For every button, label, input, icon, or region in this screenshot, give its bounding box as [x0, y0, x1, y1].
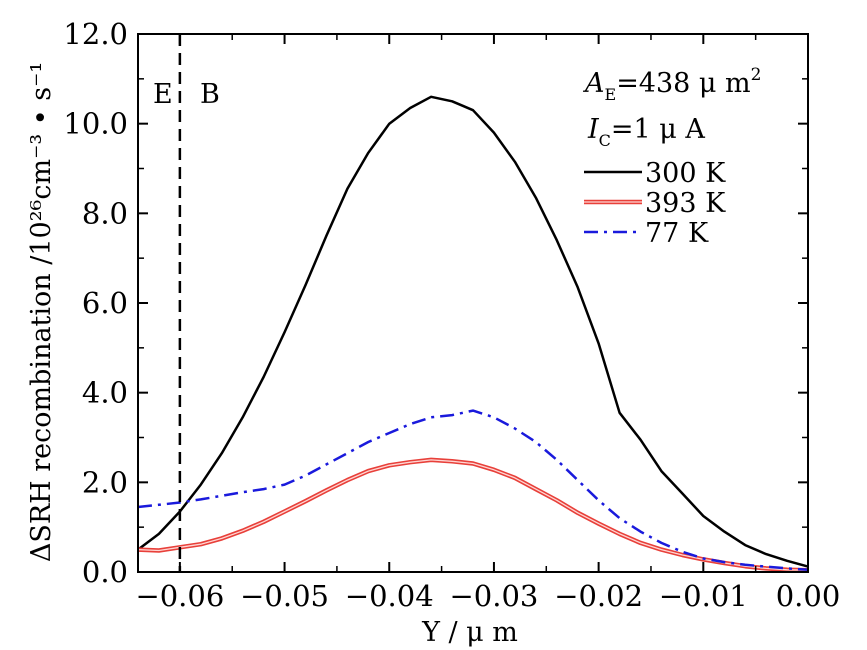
area-superscript: 2 — [751, 65, 762, 85]
base-label: B — [200, 79, 220, 110]
series-line-inner-1 — [137, 459, 809, 571]
x-tick-label: −0.02 — [554, 579, 643, 613]
x-tick-label: −0.06 — [135, 579, 224, 613]
y-tick-label: 10.0 — [63, 107, 128, 141]
y-tick-label: 8.0 — [82, 196, 128, 230]
area-prefix: A — [582, 68, 605, 99]
area-value: =438 μ m — [616, 68, 750, 99]
series-line-0 — [137, 95, 809, 568]
y-tick-label: 0.0 — [82, 555, 128, 589]
series-line-2 — [137, 409, 809, 572]
legend-label: 77 K — [645, 218, 709, 249]
y-tick-labels: 0.0 2.0 4.0 6.0 8.0 10.0 12.0 — [63, 17, 128, 589]
y-tick-label: 6.0 — [82, 286, 128, 320]
x-tick-label: −0.01 — [659, 579, 748, 613]
x-axis-label: Y / μ m — [421, 617, 518, 648]
current-subscript: C — [599, 131, 611, 150]
collector-current-annotation: IC=1 μ A — [587, 114, 705, 150]
x-tick-label: −0.04 — [345, 579, 434, 613]
tick-marks — [138, 33, 809, 573]
x-axis-label-text: Y / μ m — [421, 617, 518, 648]
plot-area — [137, 95, 809, 573]
current-value: =1 μ A — [611, 114, 706, 145]
emitter-area-annotation: AE=438 μ m2 — [582, 65, 762, 104]
area-subscript: E — [605, 85, 617, 104]
series-line-1 — [137, 457, 809, 573]
y-tick-label: 4.0 — [82, 376, 128, 410]
legend-label: 393 K — [645, 188, 726, 219]
legend-label: 300 K — [645, 158, 726, 189]
y-tick-label: 2.0 — [82, 465, 128, 499]
x-tick-label: 0.00 — [776, 579, 841, 613]
plot-frame — [137, 33, 809, 573]
x-tick-labels: −0.06 −0.05 −0.04 −0.03 −0.02 −0.01 0.00 — [135, 579, 840, 613]
current-prefix: I — [587, 114, 600, 145]
x-tick-label: −0.03 — [450, 579, 539, 613]
y-axis-label-text: ΔSRH recombination /10²⁶cm⁻³ • s⁻¹ — [26, 62, 57, 562]
x-tick-label: −0.05 — [240, 579, 329, 613]
y-tick-label: 12.0 — [63, 17, 128, 51]
y-axis-label: ΔSRH recombination /10²⁶cm⁻³ • s⁻¹ — [26, 62, 57, 562]
emitter-label: E — [153, 79, 173, 110]
